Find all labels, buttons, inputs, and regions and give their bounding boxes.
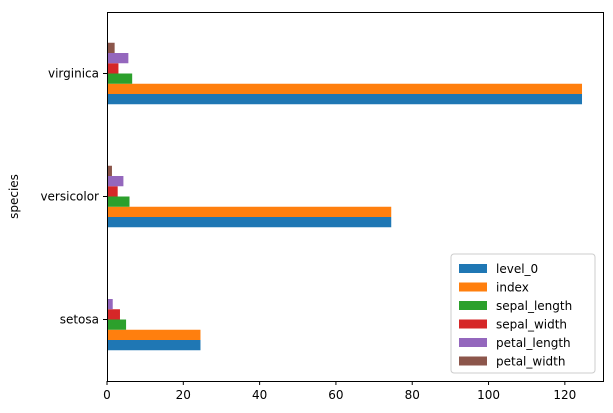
- x-tick-label: 100: [477, 388, 500, 402]
- y-tick-label: versicolor: [40, 190, 99, 204]
- x-tick-label: 20: [176, 388, 191, 402]
- legend-swatch-index: [459, 282, 487, 292]
- bar-level_0-setosa: [107, 340, 201, 351]
- legend-label-petal_width: petal_width: [496, 355, 565, 369]
- legend-label-sepal_length: sepal_length: [496, 299, 572, 313]
- x-tick-label: 120: [553, 388, 576, 402]
- legend-swatch-petal_width: [459, 356, 487, 366]
- bar-petal_length-setosa: [107, 299, 113, 310]
- legend-swatch-sepal_length: [459, 301, 487, 310]
- bar-petal_length-virginica: [107, 53, 129, 64]
- bar-sepal_length-setosa: [107, 319, 127, 330]
- y-tick-label: virginica: [48, 67, 99, 81]
- bar-petal_width-versicolor: [107, 165, 112, 176]
- bars-layer: [107, 42, 583, 351]
- bar-sepal_length-virginica: [107, 73, 133, 84]
- legend-swatch-petal_length: [459, 338, 487, 347]
- bar-level_0-virginica: [107, 94, 583, 105]
- bar-petal_width-virginica: [107, 42, 115, 53]
- plot-frame: [107, 12, 604, 382]
- bar-index-virginica: [107, 83, 583, 94]
- legend-label-index: index: [496, 281, 529, 295]
- y-axis-label: species: [7, 174, 21, 219]
- x-tick-label: 40: [252, 388, 267, 402]
- bar-sepal_width-virginica: [107, 63, 119, 74]
- legend-label-level_0: level_0: [496, 262, 538, 276]
- bar-index-versicolor: [107, 206, 392, 217]
- bar-sepal_width-versicolor: [107, 186, 118, 197]
- bar-petal_length-versicolor: [107, 176, 124, 187]
- x-tick-label: 60: [328, 388, 343, 402]
- bar-level_0-versicolor: [107, 217, 392, 228]
- bar-sepal_length-versicolor: [107, 196, 130, 207]
- bar-sepal_width-setosa: [107, 309, 120, 320]
- legend-label-sepal_width: sepal_width: [496, 318, 567, 332]
- y-ticks: setosa versicolor virginica: [40, 67, 107, 327]
- bar-index-setosa: [107, 329, 201, 340]
- x-ticks: 0 20 40 60 80 100 120: [103, 381, 576, 402]
- y-tick-label: setosa: [60, 313, 99, 327]
- x-tick-label: 80: [405, 388, 420, 402]
- legend-swatch-sepal_width: [459, 319, 487, 329]
- legend-swatch-level_0: [459, 264, 487, 273]
- legend-label-petal_length: petal_length: [496, 336, 571, 350]
- x-tick-label: 0: [103, 388, 111, 402]
